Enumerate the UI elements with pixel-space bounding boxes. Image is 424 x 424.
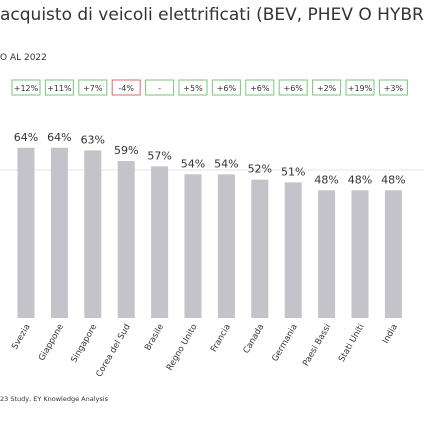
- value-label: 52%: [248, 163, 272, 176]
- change-label: +6%: [250, 84, 270, 93]
- value-label: 63%: [81, 133, 105, 146]
- bar: [117, 161, 135, 318]
- value-label: 57%: [147, 149, 171, 162]
- change-box: [145, 79, 175, 96]
- bar: [184, 174, 202, 318]
- value-label: 59%: [114, 144, 138, 157]
- x-tick-label: Regno Unito: [165, 323, 200, 373]
- bar: [384, 190, 402, 318]
- x-tick-label: Corea del Sud: [94, 323, 132, 379]
- x-tick-label: Canada: [242, 323, 267, 356]
- change-box: [78, 79, 108, 96]
- change-box: [111, 79, 141, 96]
- change-box: [44, 79, 74, 96]
- change-label: -4%: [118, 84, 134, 93]
- change-label: +6%: [217, 84, 237, 93]
- change-box: [345, 79, 375, 96]
- x-tick-label: Singapore: [69, 323, 99, 365]
- bar: [284, 182, 302, 318]
- x-tick-label: Svezia: [10, 323, 33, 352]
- change-label: +11%: [47, 84, 72, 93]
- bar: [151, 166, 169, 318]
- change-box: [11, 79, 41, 96]
- change-label: +2%: [317, 84, 337, 93]
- x-tick-label: Paesi Bassi: [301, 323, 333, 369]
- bar: [217, 174, 235, 318]
- change-label: +6%: [283, 84, 303, 93]
- change-label: +12%: [14, 84, 39, 93]
- subtitle: O AL 2022: [0, 53, 47, 63]
- value-label: 48%: [381, 173, 405, 186]
- x-tick-label: Stati Uniti: [337, 323, 367, 364]
- bar: [251, 179, 269, 318]
- x-tick-label: Brasile: [143, 323, 166, 353]
- x-tick-label: Giappone: [37, 323, 66, 363]
- change-label: +3%: [384, 84, 404, 93]
- source: 23 Study, EY Knowledge Analysis: [0, 395, 109, 403]
- bar: [351, 190, 369, 318]
- value-label: 54%: [214, 157, 238, 170]
- value-label: 51%: [281, 165, 305, 178]
- x-tick-label: Francia: [209, 323, 233, 355]
- change-label: +19%: [348, 84, 373, 93]
- value-label: 54%: [181, 157, 205, 170]
- change-box: [178, 79, 208, 96]
- change-box: [245, 79, 275, 96]
- change-box: [312, 79, 342, 96]
- value-label: 48%: [314, 173, 338, 186]
- change-label: -: [158, 84, 161, 93]
- change-label: +5%: [183, 84, 203, 93]
- bar: [17, 147, 35, 318]
- bar: [50, 147, 68, 318]
- chart-title: acquisto di veicoli elettrificati (BEV, …: [0, 5, 424, 25]
- value-label: 64%: [47, 131, 71, 144]
- bar: [318, 190, 336, 318]
- value-label: 64%: [14, 131, 38, 144]
- x-tick-label: India: [381, 323, 400, 346]
- x-tick-label: Germania: [270, 323, 299, 364]
- value-label: 48%: [348, 173, 372, 186]
- bar: [84, 150, 102, 318]
- change-label: +7%: [83, 84, 103, 93]
- change-box: [378, 79, 408, 96]
- change-box: [211, 79, 241, 96]
- change-box: [278, 79, 308, 96]
